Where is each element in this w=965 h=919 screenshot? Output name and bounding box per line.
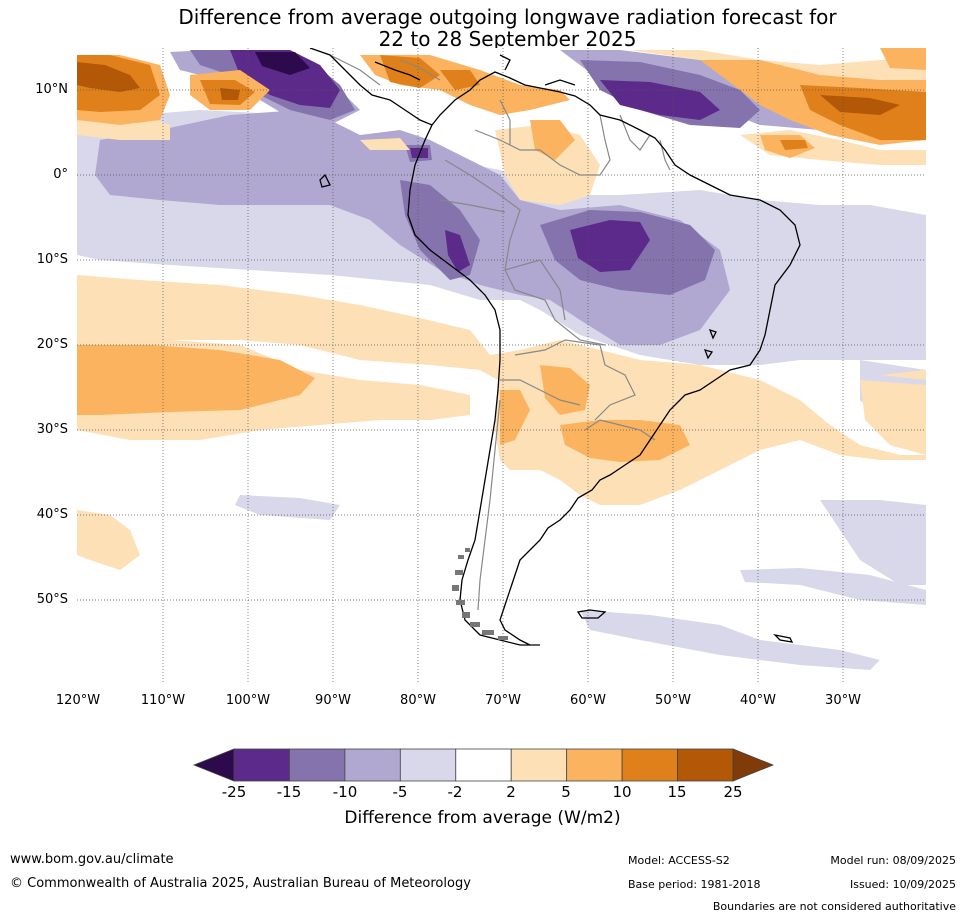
lat-label-30s: 30°S [36, 422, 68, 437]
footer-model: Model: ACCESS-S2 [628, 854, 730, 867]
lon-label-100w: 100°W [225, 693, 271, 708]
chart-title-line1: Difference from average outgoing longwav… [178, 5, 837, 29]
lon-label-60w: 60°W [570, 693, 606, 708]
footer-copyright: © Commonwealth of Australia 2025, Austra… [10, 876, 471, 891]
colorbar-swatch [344, 748, 401, 782]
lat-label-0: 0° [53, 167, 68, 182]
lat-label-10s: 10°S [36, 252, 68, 267]
colorbar-label-5: 5 [561, 783, 571, 801]
colorbar-title: Difference from average (W/m2) [344, 808, 621, 828]
lon-label-120w: 120°W [55, 693, 101, 708]
colorbar-label-m15: -15 [276, 783, 302, 801]
colorbar-extend-low [192, 748, 235, 782]
colorbar-swatch [289, 748, 346, 782]
lat-label-20s: 20°S [36, 337, 68, 352]
footer-model-run: Model run: 08/09/2025 [830, 854, 956, 867]
colorbar-swatch [621, 748, 678, 782]
contour-deep-purple [230, 50, 720, 272]
lon-label-110w: 110°W [140, 693, 186, 708]
colorbar-swatch [510, 748, 568, 782]
chart-title-line2: 22 to 28 September 2025 [378, 27, 637, 51]
lon-label-70w: 70°W [485, 693, 521, 708]
colorbar-label-2: 2 [506, 783, 516, 801]
colorbar-swatch [455, 748, 512, 782]
footer-website: www.bom.gov.au/climate [10, 852, 174, 867]
colorbar-label-m2: -2 [447, 783, 463, 801]
colorbar-label-25: 25 [723, 783, 743, 801]
colorbar-swatch [566, 748, 623, 782]
colorbar-swatch [399, 748, 457, 782]
footer-disclaimer: Boundaries are not considered authoritat… [712, 900, 956, 913]
colorbar-label-m5: -5 [392, 783, 408, 801]
colorbar-label-10: 10 [612, 783, 632, 801]
country-borders [329, 54, 671, 611]
contour-extreme-purple [255, 52, 310, 75]
lon-label-80w: 80°W [400, 693, 436, 708]
colorbar-label-m10: -10 [332, 783, 358, 801]
colorbar-extend-high [732, 748, 775, 782]
chile-islands [452, 548, 508, 640]
gridlines [77, 48, 926, 684]
colorbar-label-m25: -25 [221, 783, 247, 801]
contour-darkest-orange [77, 62, 900, 115]
footer-base-period: Base period: 1981-2018 [628, 878, 761, 891]
colorbar-label-15: 15 [667, 783, 687, 801]
lat-label-10n: 10°N [35, 82, 68, 97]
footer-issued: Issued: 10/09/2025 [849, 878, 956, 891]
lon-label-50w: 50°W [655, 693, 691, 708]
colorbar-swatch [677, 748, 734, 782]
lat-label-50s: 50°S [36, 592, 68, 607]
lon-label-90w: 90°W [315, 693, 351, 708]
lat-label-40s: 40°S [36, 507, 68, 522]
lon-label-40w: 40°W [740, 693, 776, 708]
colorbar-swatch [233, 748, 290, 782]
lon-label-30w: 30°W [825, 693, 861, 708]
